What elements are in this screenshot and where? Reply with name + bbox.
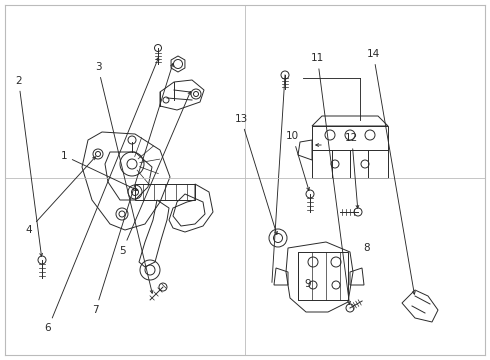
Text: 13: 13	[234, 114, 277, 234]
Text: 11: 11	[311, 53, 350, 304]
Text: 6: 6	[45, 58, 159, 333]
Text: 9: 9	[304, 279, 311, 289]
Text: 8: 8	[363, 243, 370, 253]
Text: 5: 5	[119, 91, 191, 256]
Text: 10: 10	[286, 131, 309, 190]
Text: 1: 1	[60, 150, 138, 190]
Bar	[135, 184, 195, 200]
Bar	[298, 252, 348, 300]
Text: 12: 12	[345, 133, 359, 208]
Text: 4: 4	[25, 157, 96, 235]
Text: 3: 3	[95, 62, 153, 293]
Text: 14: 14	[367, 49, 415, 294]
Text: 7: 7	[92, 64, 173, 315]
Text: 2: 2	[15, 76, 43, 256]
Bar	[312, 126, 388, 178]
